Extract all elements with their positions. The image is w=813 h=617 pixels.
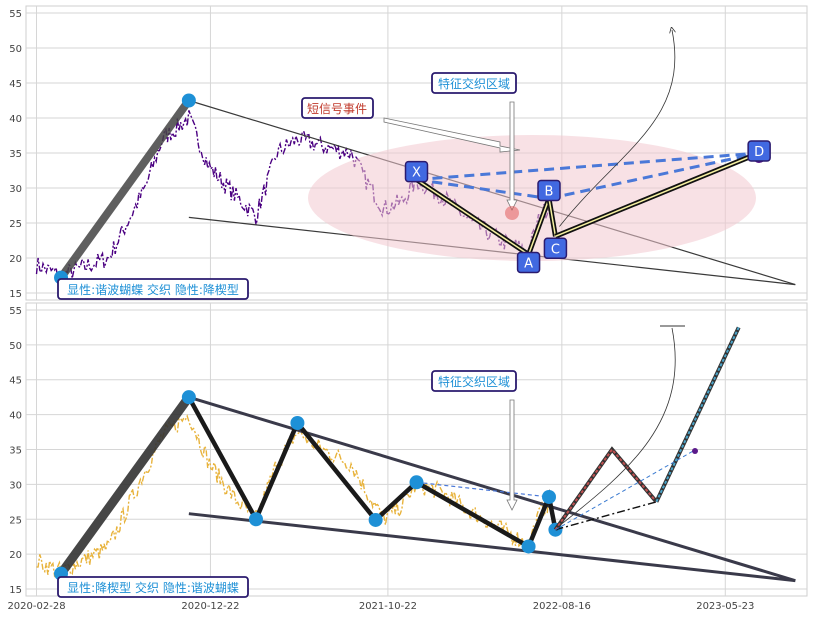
y-tick-label: 50 xyxy=(9,341,22,352)
harmonic-leg-fill xyxy=(555,152,760,237)
y-tick-label: 20 xyxy=(9,550,22,561)
zigzag-node xyxy=(290,415,305,430)
harmonic-leg-fill xyxy=(548,198,557,237)
pattern-point-label: B xyxy=(545,185,554,200)
harmonic-dashed-line xyxy=(548,151,760,200)
y-tick-label: 30 xyxy=(9,480,22,491)
projection-curve xyxy=(559,327,676,527)
y-tick-label: 25 xyxy=(9,219,22,230)
x-tick-label: 2022-08-16 xyxy=(533,601,591,612)
zone-annotation-label: 特征交织区域 xyxy=(438,374,510,389)
impulse-leg xyxy=(57,394,193,577)
bottom-panel: 15 20 25 30 35 40 45 50 55 2020-02-28 2020-12-22 20… xyxy=(7,302,808,612)
top-panel: 15 20 25 30 35 40 45 50 55 X A B C D 短信号事件 特征交织区域显性:谐波蝴… xyxy=(9,5,808,301)
pattern-point-box xyxy=(537,179,561,202)
legend-box xyxy=(57,576,249,598)
zigzag-node xyxy=(521,539,536,554)
wedge-trend-line xyxy=(188,512,796,583)
zone-annotation-box xyxy=(431,72,517,94)
zigzag-node xyxy=(248,512,263,527)
pattern-point-box xyxy=(543,237,568,260)
pattern-point-box xyxy=(516,251,541,274)
dashdot-line xyxy=(555,501,657,531)
signal-event-label: 短信号事件 xyxy=(307,102,367,116)
x-tick-label: 2021-10-22 xyxy=(359,601,417,612)
y-tick-label: 40 xyxy=(9,114,22,125)
x-tick-label: 2020-02-28 xyxy=(7,601,65,612)
harmonic-leg-fill xyxy=(527,198,550,255)
pattern-point-box xyxy=(747,140,771,162)
target-dashed-line xyxy=(555,449,696,531)
zone-arrow xyxy=(506,101,518,211)
zigzag-node xyxy=(368,512,383,527)
legend-text: 显性:降楔型 交织 隐性:谐波蝴蝶 xyxy=(67,580,239,595)
helper-dashed-line xyxy=(416,481,550,498)
pivot-marker xyxy=(181,93,196,108)
y-tick-label: 55 xyxy=(9,9,22,20)
legend-text: 显性:谐波蝴蝶 交织 隐性:降楔型 xyxy=(67,282,239,297)
zone-annotation-label: 特征交织区域 xyxy=(438,76,510,91)
pattern-point-label: D xyxy=(754,145,764,160)
zigzag-node xyxy=(181,390,196,405)
wedge-trend-line xyxy=(188,395,796,583)
legend-box xyxy=(57,278,249,300)
impulse-leg xyxy=(57,98,193,280)
pattern-point-label: C xyxy=(551,242,560,257)
target-dot xyxy=(692,448,698,454)
y-tick-label: 35 xyxy=(9,446,22,457)
zigzag-line xyxy=(186,396,558,550)
y-tick-label: 55 xyxy=(9,306,22,317)
zone-highlight xyxy=(505,206,519,220)
x-tick-label: 2023-05-23 xyxy=(696,601,754,612)
harmonic-leg-fill xyxy=(416,178,529,256)
projection-bull-line xyxy=(655,326,740,503)
zone-arrow xyxy=(506,399,518,511)
harmonic-dashed-line xyxy=(416,178,550,200)
pattern-point-label: X xyxy=(412,166,421,181)
harmonic-dashed-line xyxy=(416,151,760,182)
projection-curve-arrow xyxy=(559,30,674,227)
y-tick-label: 35 xyxy=(9,149,22,160)
y-tick-label: 20 xyxy=(9,254,22,265)
y-tick-label: 15 xyxy=(9,585,22,596)
y-tick-label: 30 xyxy=(9,184,22,195)
pattern-point-box xyxy=(404,160,429,183)
zigzag-node xyxy=(542,489,557,504)
pattern-point-label: A xyxy=(524,257,533,272)
y-tick-label: 25 xyxy=(9,515,22,526)
y-tick-label: 50 xyxy=(9,44,22,55)
y-tick-label: 15 xyxy=(9,289,22,300)
signal-event-box xyxy=(301,97,374,119)
zone-annotation-box xyxy=(431,370,517,392)
y-tick-label: 45 xyxy=(9,79,22,90)
y-tick-label: 45 xyxy=(9,376,22,387)
x-tick-label: 2020-12-22 xyxy=(181,601,239,612)
zigzag-node xyxy=(409,475,424,490)
y-tick-label: 40 xyxy=(9,411,22,422)
projection-bear-line xyxy=(554,447,658,531)
